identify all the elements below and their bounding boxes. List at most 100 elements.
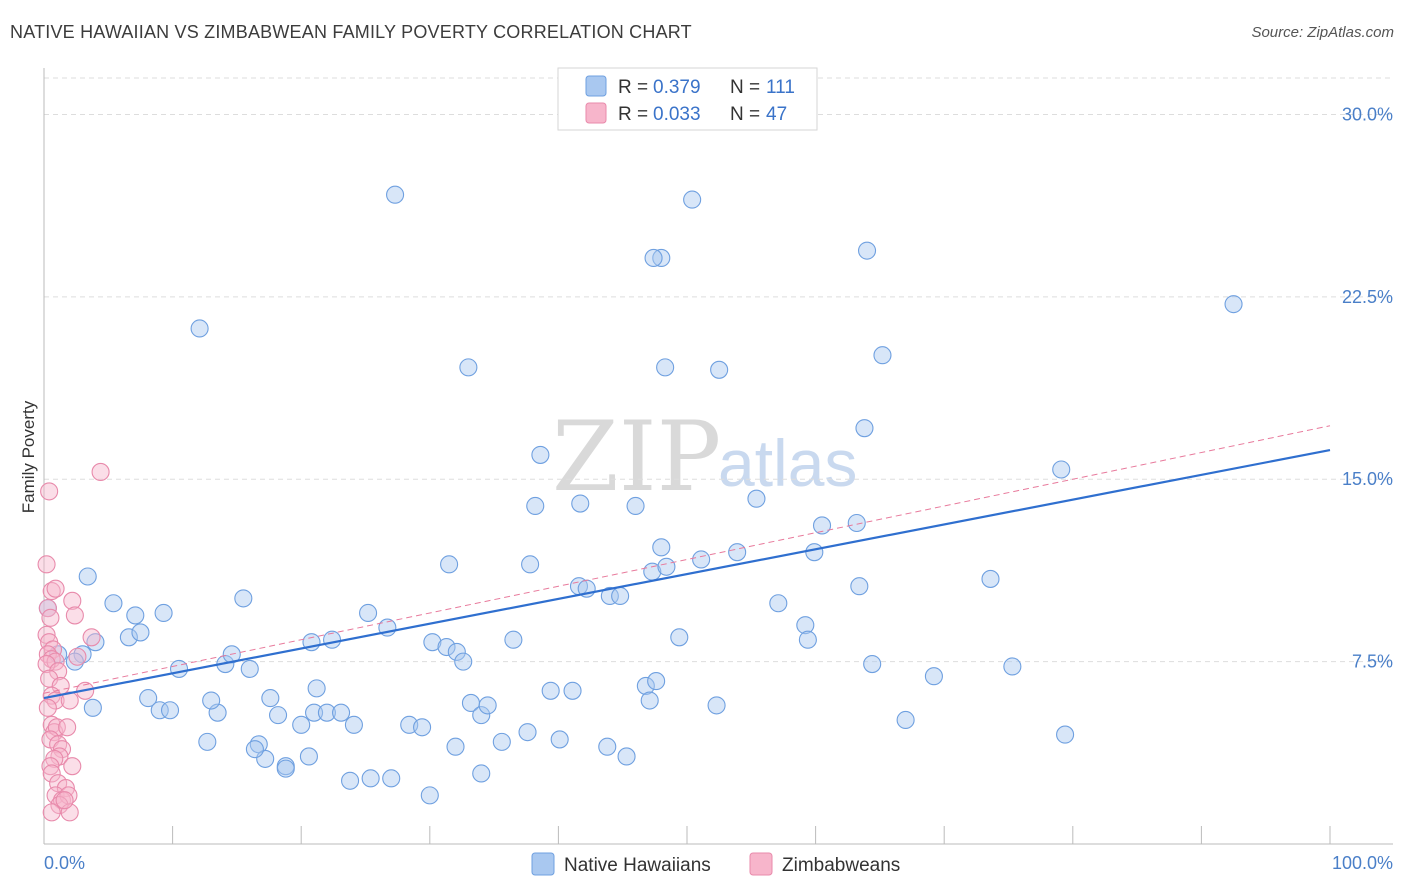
legend-n-value-zimbabweans: 47 [766,104,787,125]
point-native-hawaiians [276,759,295,778]
point-native-hawaiians [344,715,363,734]
point-native-hawaiians [459,358,478,377]
point-native-hawaiians [341,771,360,790]
point-zimbabweans [42,764,61,783]
point-native-hawaiians [83,698,102,717]
point-native-hawaiians [600,586,619,606]
point-native-hawaiians [261,689,280,708]
point-native-hawaiians [472,764,491,783]
point-zimbabweans [58,718,77,737]
point-native-hawaiians [896,710,915,730]
point-zimbabweans [63,757,82,776]
point-native-hawaiians [657,557,676,576]
point-zimbabweans [49,662,68,681]
legend-swatch-native-hawaiians [585,75,607,97]
point-native-hawaiians [526,496,545,516]
source-label: Source: ZipAtlas.com [1251,24,1394,41]
bottom-legend-native-hawaiians: Native Hawaiians [564,855,711,876]
legend-n-value-native-hawaiians: 111 [766,77,795,98]
point-native-hawaiians [636,676,655,695]
point-native-hawaiians [796,616,815,635]
legend-r-value-zimbabweans: 0.033 [653,104,701,125]
y-axis-label: Family Poverty [19,400,38,513]
y-tick-label: 7.5% [1352,652,1393,672]
point-zimbabweans [65,606,84,625]
point-native-hawaiians [518,723,537,742]
point-native-hawaiians [446,737,465,756]
point-native-hawaiians [747,489,766,508]
point-native-hawaiians [139,689,158,708]
bottom-legend-swatch-native-hawaiians [531,852,555,876]
point-native-hawaiians [812,516,832,535]
trend-line-native-hawaiians [43,448,1331,700]
point-native-hawaiians [707,696,726,715]
point-native-hawaiians [447,642,466,661]
point-native-hawaiians [670,628,689,647]
point-native-hawaiians [563,681,582,700]
chart-title: NATIVE HAWAIIAN VS ZIMBABWEAN FAMILY POV… [10,22,692,42]
watermark-zip: ZIP [552,401,721,513]
point-zimbabweans [91,462,110,481]
point-native-hawaiians [611,586,630,606]
trend-line-zimbabweans [43,425,1331,694]
point-native-hawaiians [710,360,729,379]
point-native-hawaiians [299,747,318,766]
point-native-hawaiians [683,190,702,209]
point-native-hawaiians [863,655,882,674]
point-native-hawaiians [413,718,432,737]
point-native-hawaiians [472,706,491,725]
y-tick-label: 30.0% [1342,104,1393,124]
x-tick-labels: 0.0% 100.0% [44,853,1393,873]
point-native-hawaiians [160,701,180,720]
point-zimbabweans [40,482,59,501]
point-zimbabweans [46,579,65,598]
x-tick-left: 0.0% [44,853,85,873]
point-zimbabweans [37,655,56,674]
point-native-hawaiians [850,577,869,596]
legend-r-label: R = [618,77,648,98]
point-native-hawaiians [359,603,378,623]
point-native-hawaiians [126,606,145,625]
point-native-hawaiians [644,248,663,267]
point-native-hawaiians [65,652,84,671]
point-native-hawaiians [307,679,326,698]
point-native-hawaiians [981,569,1000,588]
point-native-hawaiians [1003,657,1022,676]
point-native-hawaiians [478,696,497,715]
legend: R = 0.379 N = 111 R = 0.033 N = 47 [557,67,818,131]
point-native-hawaiians [240,659,259,678]
point-native-hawaiians [382,769,401,788]
point-native-hawaiians [924,667,943,686]
point-zimbabweans [68,647,87,666]
point-native-hawaiians [571,494,590,513]
point-native-hawaiians [131,623,150,642]
point-native-hawaiians [857,241,877,260]
point-native-hawaiians [550,730,569,749]
point-native-hawaiians [386,185,405,204]
point-zimbabweans [55,791,74,810]
y-tick-label: 15.0% [1342,469,1393,489]
point-native-hawaiians [652,248,671,267]
bottom-legend: Native Hawaiians Zimbabweans [531,852,900,876]
point-native-hawaiians [626,496,645,516]
point-native-hawaiians [692,550,711,569]
point-zimbabweans [37,555,56,574]
point-native-hawaiians [361,769,380,788]
trend-lines [43,425,1331,700]
point-native-hawaiians [292,715,311,734]
legend-swatch-zimbabweans [585,102,607,124]
point-zimbabweans [38,698,57,717]
point-native-hawaiians [423,633,442,652]
point-native-hawaiians [541,681,560,700]
point-native-hawaiians [169,659,189,678]
point-native-hawaiians [492,732,511,751]
point-native-hawaiians [1224,295,1243,314]
point-zimbabweans [41,757,60,776]
point-native-hawaiians [1056,725,1075,744]
point-native-hawaiians [652,538,671,557]
x-tick-right: 100.0% [1332,853,1393,873]
point-zimbabweans [50,796,69,815]
data-points [37,185,1243,822]
bottom-legend-zimbabweans: Zimbabweans [782,855,900,876]
legend-n-label: N = [730,104,760,125]
